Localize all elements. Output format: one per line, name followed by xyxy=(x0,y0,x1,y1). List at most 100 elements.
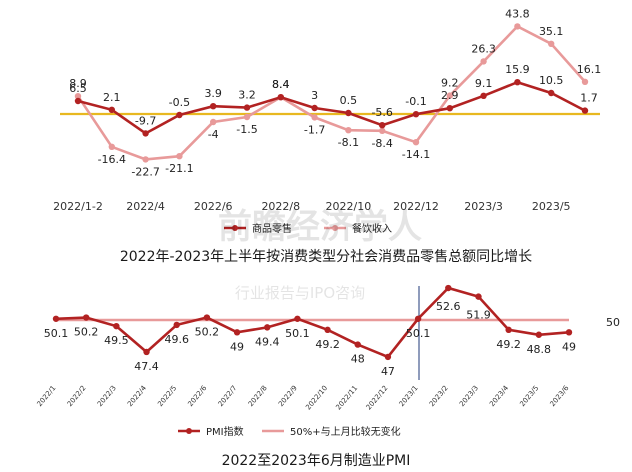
pmi-chart-legend: PMI指数 50%+与上月比较无变化 xyxy=(178,425,401,438)
retail-data-point xyxy=(446,105,453,112)
pmi-data-point xyxy=(505,326,512,334)
pmi-x-tick-label: 2022/9 xyxy=(277,384,299,408)
pmi-x-tick-label: 2022/7 xyxy=(217,384,239,408)
pmi-x-tick-label: 2022/8 xyxy=(247,384,269,408)
retail-data-label: 10.5 xyxy=(539,74,564,87)
pmi-data-point xyxy=(414,315,422,322)
retail-data-point xyxy=(412,139,420,146)
pmi-data-label: 49.4 xyxy=(255,335,280,348)
pmi-series-line-0 xyxy=(55,286,570,359)
pmi-data-point xyxy=(354,341,361,348)
pmi-data-point xyxy=(52,315,60,322)
retail-data-label: 8.4 xyxy=(272,78,290,91)
pmi-data-label: 47.4 xyxy=(134,360,159,373)
retail-data-point xyxy=(514,79,521,86)
retail-legend-marker xyxy=(332,225,338,231)
pmi-x-tick-label: 2022/12 xyxy=(365,384,390,411)
retail-data-label: 8.9 xyxy=(69,77,87,90)
retail-data-label: 43.8 xyxy=(505,7,530,20)
retail-data-label: 2.9 xyxy=(441,89,459,102)
retail-data-point xyxy=(345,109,352,117)
retail-data-label: 26.3 xyxy=(471,42,496,55)
pmi-x-tick-label: 2023/1 xyxy=(398,384,420,408)
retail-data-label: -0.1 xyxy=(405,95,426,108)
retail-data-label: 1.7 xyxy=(580,92,598,105)
pmi-data-point xyxy=(233,329,241,336)
retail-data-label: 9.2 xyxy=(441,77,459,90)
pmi-data-point xyxy=(294,315,301,322)
pmi-x-tick-label: 2022/5 xyxy=(156,384,178,408)
retail-data-label: 3.2 xyxy=(238,89,256,102)
pmi-data-label: 49 xyxy=(230,340,244,353)
pmi-data-point xyxy=(113,322,120,330)
pmi-reference-value-label: 50 xyxy=(606,316,620,329)
retail-data-point xyxy=(243,104,251,111)
retail-growth-chart: 6.52.1-9.7-0.53.9 3.28.43 0.5-5.6-0.1 2.99.… xyxy=(53,7,601,265)
watermark-line2: 行业报告与IPO咨询 xyxy=(235,284,365,302)
retail-data-label: 8.4 xyxy=(272,78,290,91)
pmi-legend-marker xyxy=(186,428,192,434)
pmi-x-tick-label: 2022/6 xyxy=(186,384,208,408)
retail-data-label: -21.1 xyxy=(165,162,193,175)
retail-series-line-1 xyxy=(76,24,586,161)
retail-data-point xyxy=(74,93,82,100)
pmi-x-tick-label: 2022/4 xyxy=(126,384,148,408)
pmi-data-point xyxy=(475,293,482,300)
pmi-data-point xyxy=(264,324,271,331)
retail-series-line-0 xyxy=(77,80,586,135)
retail-data-point xyxy=(176,111,183,119)
watermark-line1: 前瞻经济学人 xyxy=(218,207,422,247)
retail-data-point xyxy=(277,94,284,101)
retail-data-label: -1.7 xyxy=(304,123,325,136)
retail-x-tick-label: 2023/3 xyxy=(464,200,503,213)
retail-data-point xyxy=(74,97,82,105)
retail-data-point xyxy=(210,103,217,110)
pmi-data-label: 50.2 xyxy=(195,326,220,339)
pmi-x-tick-label: 2023/6 xyxy=(549,384,571,408)
retail-data-label: 15.9 xyxy=(505,63,530,76)
retail-data-label: -8.4 xyxy=(371,137,392,150)
retail-data-point xyxy=(108,143,116,150)
pmi-x-tick-label: 2023/3 xyxy=(458,384,480,408)
pmi-data-label: 49 xyxy=(562,340,576,353)
retail-data-point xyxy=(142,156,149,163)
retail-data-point xyxy=(379,127,386,134)
pmi-x-tick-label: 2022/3 xyxy=(96,384,118,408)
pmi-x-tick-label: 2022/11 xyxy=(334,384,359,411)
retail-x-tick-label: 2022/8 xyxy=(261,200,300,213)
retail-data-point xyxy=(108,106,116,114)
retail-data-label: 6.5 xyxy=(69,82,87,95)
retail-data-label: 9.1 xyxy=(475,77,493,90)
retail-data-point xyxy=(379,122,386,129)
retail-data-point xyxy=(480,92,487,100)
retail-x-tick-label: 2022/4 xyxy=(126,200,165,213)
pmi-data-label: 51.9 xyxy=(466,309,491,322)
retail-x-tick-label: 2022/12 xyxy=(393,200,439,213)
pmi-data-point xyxy=(535,331,543,338)
retail-data-point xyxy=(446,92,453,99)
retail-data-point xyxy=(412,111,420,118)
retail-data-point xyxy=(142,130,149,137)
retail-data-point xyxy=(480,58,487,65)
retail-data-label: 16.1 xyxy=(577,63,602,76)
retail-data-label: -8.1 xyxy=(338,136,359,149)
pmi-data-point xyxy=(203,314,211,321)
retail-data-label: -9.7 xyxy=(135,114,156,127)
retail-data-point xyxy=(311,104,318,112)
pmi-data-label: 48.8 xyxy=(527,343,552,356)
pmi-data-label: 50.1 xyxy=(406,327,431,340)
pmi-x-tick-label: 2022/2 xyxy=(66,384,88,408)
pmi-data-label: 50.2 xyxy=(74,326,99,339)
pmi-chart-title: 2022至2023年6月制造业PMI xyxy=(222,453,411,469)
pmi-legend-label: PMI指数 xyxy=(206,425,244,438)
pmi-data-label: 49.2 xyxy=(496,338,521,351)
retail-legend-label: 餐饮收入 xyxy=(352,222,392,235)
pmi-legend-label: 50%+与上月比较无变化 xyxy=(290,425,401,438)
retail-data-label: -4 xyxy=(208,128,219,141)
pmi-x-tick-label: 2023/2 xyxy=(428,384,450,408)
retail-data-label: -22.7 xyxy=(131,165,159,178)
retail-x-tick-label: 2022/10 xyxy=(326,200,372,213)
retail-x-tick-label: 2022/1-2 xyxy=(53,200,103,213)
pmi-data-point xyxy=(173,321,180,329)
